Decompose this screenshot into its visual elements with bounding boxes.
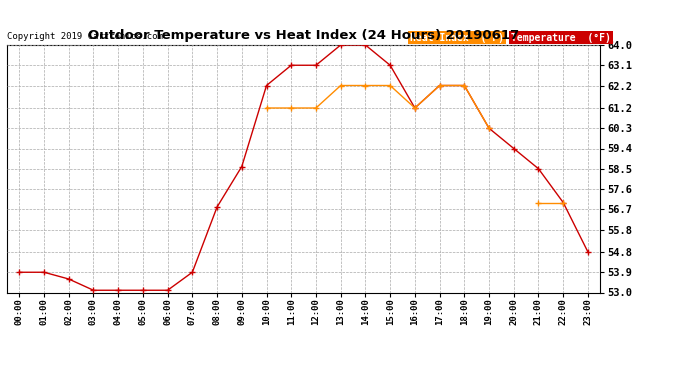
Text: Copyright 2019 Cartronics.com: Copyright 2019 Cartronics.com [7,32,163,41]
Title: Outdoor Temperature vs Heat Index (24 Hours) 20190617: Outdoor Temperature vs Heat Index (24 Ho… [88,30,519,42]
Text: Temperature  (°F): Temperature (°F) [511,33,611,42]
Text: Heat Index  (°F): Heat Index (°F) [411,33,504,42]
